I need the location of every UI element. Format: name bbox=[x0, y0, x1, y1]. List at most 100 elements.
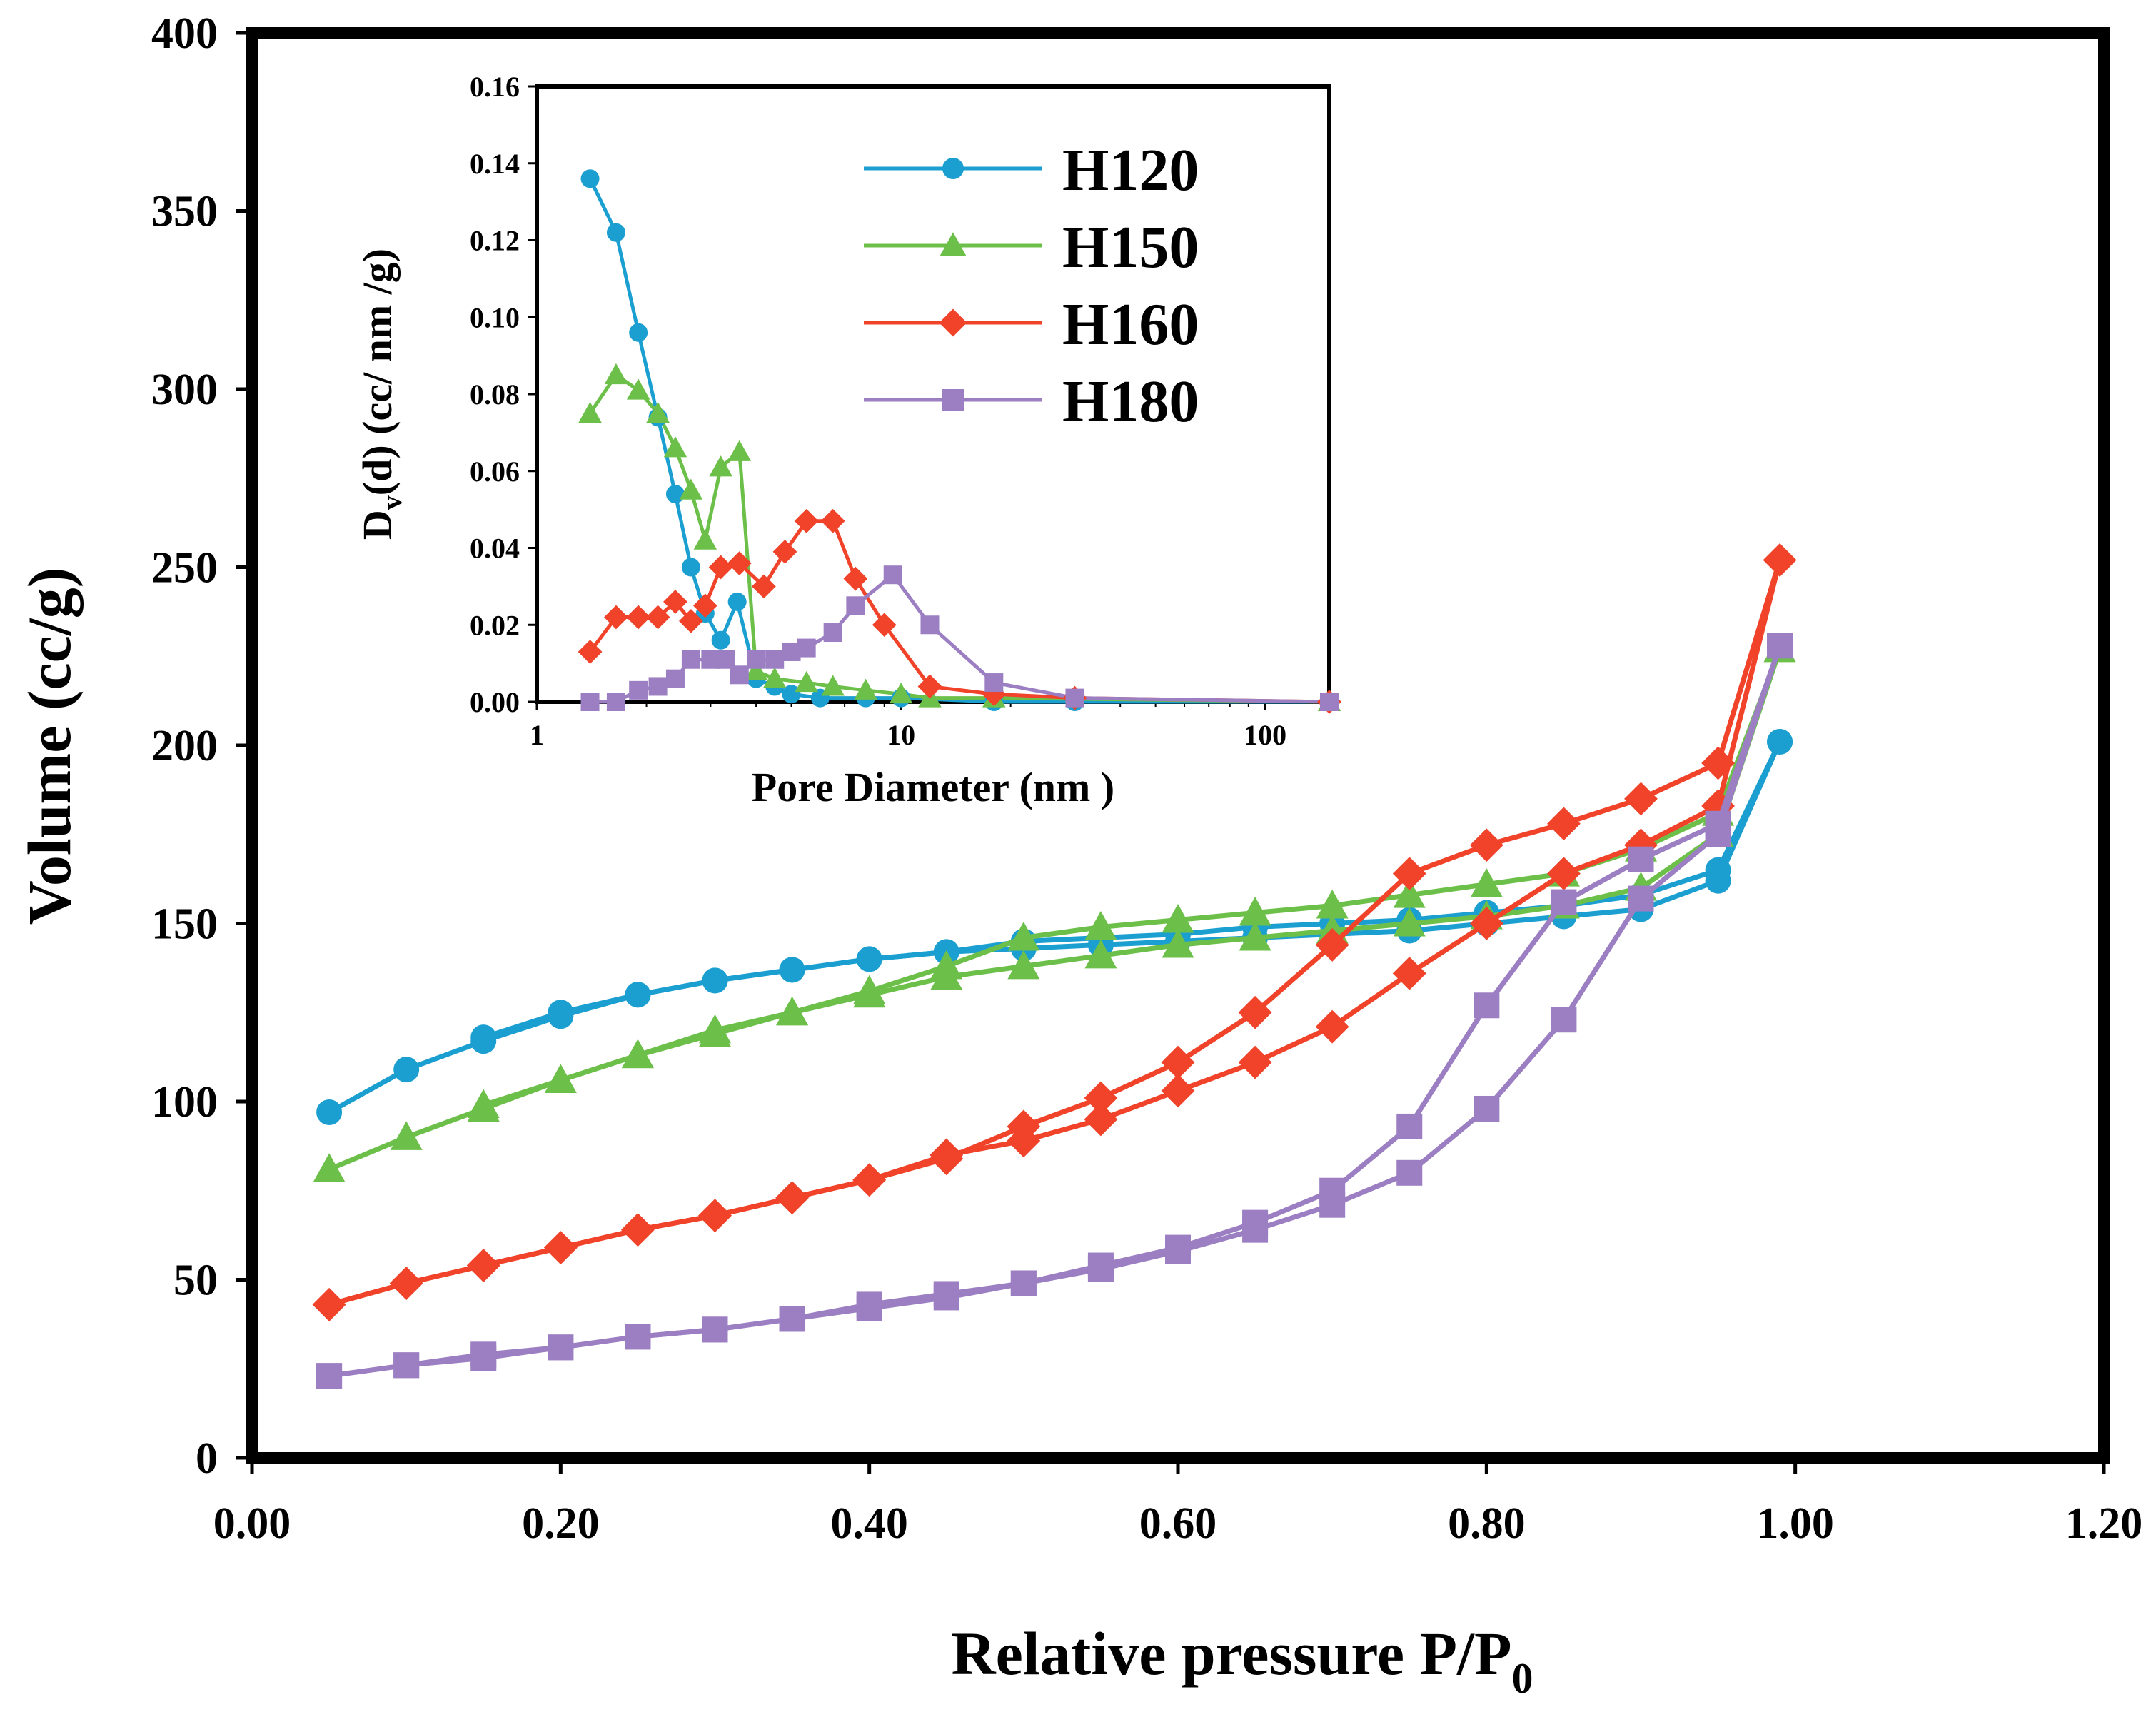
inset-h160-point bbox=[872, 613, 897, 638]
main-h180-adsorption-point bbox=[1474, 1095, 1500, 1122]
main-h180-desorption-point bbox=[393, 1352, 420, 1379]
inset-h180-point bbox=[681, 650, 700, 669]
legend-h150-marker bbox=[940, 232, 967, 256]
inset-h150-point bbox=[646, 401, 670, 423]
main-h150-desorption-point bbox=[1084, 910, 1117, 940]
main-y-tick-label: 0 bbox=[196, 1434, 218, 1483]
inset-x-axis-title: Pore Diameter (nm ) bbox=[752, 764, 1114, 810]
inset-h150-point bbox=[821, 675, 845, 696]
inset-y-tick-label: 0.02 bbox=[470, 609, 520, 641]
main-h150-desorption-point bbox=[467, 1089, 500, 1118]
main-x-tick-label: 1.20 bbox=[2065, 1499, 2143, 1548]
inset-y-tick-label: 0.14 bbox=[470, 148, 520, 180]
inset-h160-point bbox=[794, 508, 819, 533]
inset-h180-point bbox=[665, 669, 685, 688]
main-h120-desorption-point bbox=[1705, 867, 1731, 894]
main-y-tick-label: 350 bbox=[151, 188, 218, 236]
inset-h120-point bbox=[580, 169, 600, 188]
inset-y-tick-label: 0.08 bbox=[470, 378, 520, 411]
inset-h180-point bbox=[797, 638, 816, 658]
inset-h180-point bbox=[883, 565, 902, 585]
main-y-tick-label: 100 bbox=[151, 1078, 218, 1127]
inset-h180-point bbox=[648, 677, 668, 696]
main-y-axis-title: Volume (cc/g) bbox=[15, 568, 84, 925]
pore-size-distribution-plot: 0.00 0.02 0.04 0.06 0.08 0.10 0.12 0.14 0.16 1 10 1… bbox=[470, 71, 1341, 751]
legend: H120 H150 H160 H180 bbox=[864, 137, 1199, 435]
main-h160-desorption-point bbox=[1161, 1045, 1195, 1079]
main-h150-desorption-point bbox=[1007, 921, 1040, 951]
main-x-tick-label: 1.00 bbox=[1756, 1499, 1834, 1548]
main-h120-desorption-point bbox=[625, 982, 651, 1008]
inset-h150-point bbox=[679, 478, 703, 500]
legend-h180-label: H180 bbox=[1062, 368, 1199, 435]
main-h160-desorption-point bbox=[1701, 746, 1735, 780]
main-h180-desorption-point bbox=[1767, 633, 1793, 659]
main-y-tick-label: 200 bbox=[151, 722, 218, 770]
inset-h120-point bbox=[665, 485, 685, 504]
inset-h150-point bbox=[889, 682, 913, 704]
main-h150-adsorption-point bbox=[1084, 939, 1117, 969]
inset-h150-point bbox=[795, 670, 818, 693]
main-h160-adsorption-point bbox=[1315, 1009, 1349, 1044]
inset-x-tick-label: 1 bbox=[530, 719, 544, 751]
main-h180-desorption-point bbox=[625, 1324, 651, 1350]
main-h160-desorption-point bbox=[466, 1249, 500, 1282]
main-h180-desorption-point bbox=[1165, 1234, 1191, 1261]
inset-h180-point bbox=[765, 650, 785, 669]
main-h160-desorption-point bbox=[1238, 995, 1272, 1029]
inset-h180-point bbox=[823, 623, 842, 643]
inset-h120-point bbox=[681, 558, 700, 577]
main-h160-adsorption-point bbox=[1469, 907, 1503, 940]
main-h150-desorption-point bbox=[544, 1064, 577, 1094]
main-h120-desorption-point bbox=[856, 946, 882, 972]
main-h150-adsorption-point bbox=[1007, 950, 1040, 980]
inset-h120-point bbox=[711, 630, 730, 650]
inset-h150-point bbox=[762, 667, 787, 688]
inset-h160-point bbox=[604, 605, 628, 630]
main-h180-desorption-point bbox=[1396, 1113, 1423, 1139]
main-h150-desorption-point bbox=[1470, 868, 1503, 897]
main-x-tick-label: 0.20 bbox=[522, 1499, 600, 1548]
legend-h160-marker bbox=[939, 308, 967, 337]
main-h150-adsorption-point bbox=[1393, 907, 1426, 937]
main-h180-desorption-point bbox=[316, 1363, 343, 1389]
main-h160-desorption-point bbox=[1084, 1081, 1118, 1115]
main-y-tick-label: 300 bbox=[151, 366, 218, 414]
main-h150-desorption-point bbox=[1393, 879, 1426, 908]
inset-y-axis-title: Dv(d) (cc/ nm /g) bbox=[354, 248, 408, 540]
main-x-tick-label: 0.40 bbox=[830, 1499, 908, 1548]
inset-h160-point bbox=[678, 608, 703, 633]
main-x-tick-label: 0.80 bbox=[1448, 1499, 1526, 1548]
inset-y-tick-label: 0.06 bbox=[470, 455, 520, 488]
main-h180-desorption-point bbox=[702, 1316, 728, 1343]
main-h150-desorption-point bbox=[699, 1014, 731, 1044]
main-h150-desorption-point bbox=[776, 996, 809, 1026]
main-h160-adsorption-point bbox=[1392, 956, 1426, 990]
main-h180-desorption-point bbox=[1087, 1252, 1114, 1279]
main-h120-adsorption-point bbox=[316, 1099, 343, 1125]
main-h180-desorption-point bbox=[1551, 889, 1577, 915]
main-h160-desorption-point bbox=[852, 1163, 887, 1197]
main-h160-desorption-point bbox=[1392, 857, 1426, 891]
main-h160-adsorption-point bbox=[1701, 789, 1735, 823]
legend-h160-label: H160 bbox=[1062, 291, 1199, 358]
inset-h180-point bbox=[984, 673, 1004, 693]
main-h150-adsorption-point bbox=[313, 1153, 346, 1182]
main-y-tick-label: 50 bbox=[173, 1257, 218, 1305]
inset-h160-point bbox=[645, 605, 670, 630]
inset-h160-point bbox=[578, 640, 603, 664]
isotherm-plot: 0 50 100 150 200 250 300 350 400 0.00 0.20 0.40 0.60… bbox=[151, 9, 2142, 1548]
main-h180-adsorption-point bbox=[1396, 1159, 1423, 1186]
inset-h150-point bbox=[578, 401, 602, 423]
main-h160-desorption-point bbox=[930, 1142, 964, 1176]
inset-y-tick-label: 0.12 bbox=[470, 225, 520, 257]
inset-y-tick-label: 0.16 bbox=[470, 71, 520, 103]
legend-h120-marker bbox=[942, 158, 964, 179]
main-x-tick-label: 0.60 bbox=[1139, 1499, 1217, 1548]
main-h150-desorption-point bbox=[853, 975, 886, 1004]
main-h160-adsorption-point bbox=[1161, 1074, 1195, 1108]
inset-y-tick-label: 0.10 bbox=[470, 301, 520, 333]
inset-h180-point bbox=[920, 615, 940, 635]
main-h180-desorption-point bbox=[1319, 1177, 1346, 1204]
